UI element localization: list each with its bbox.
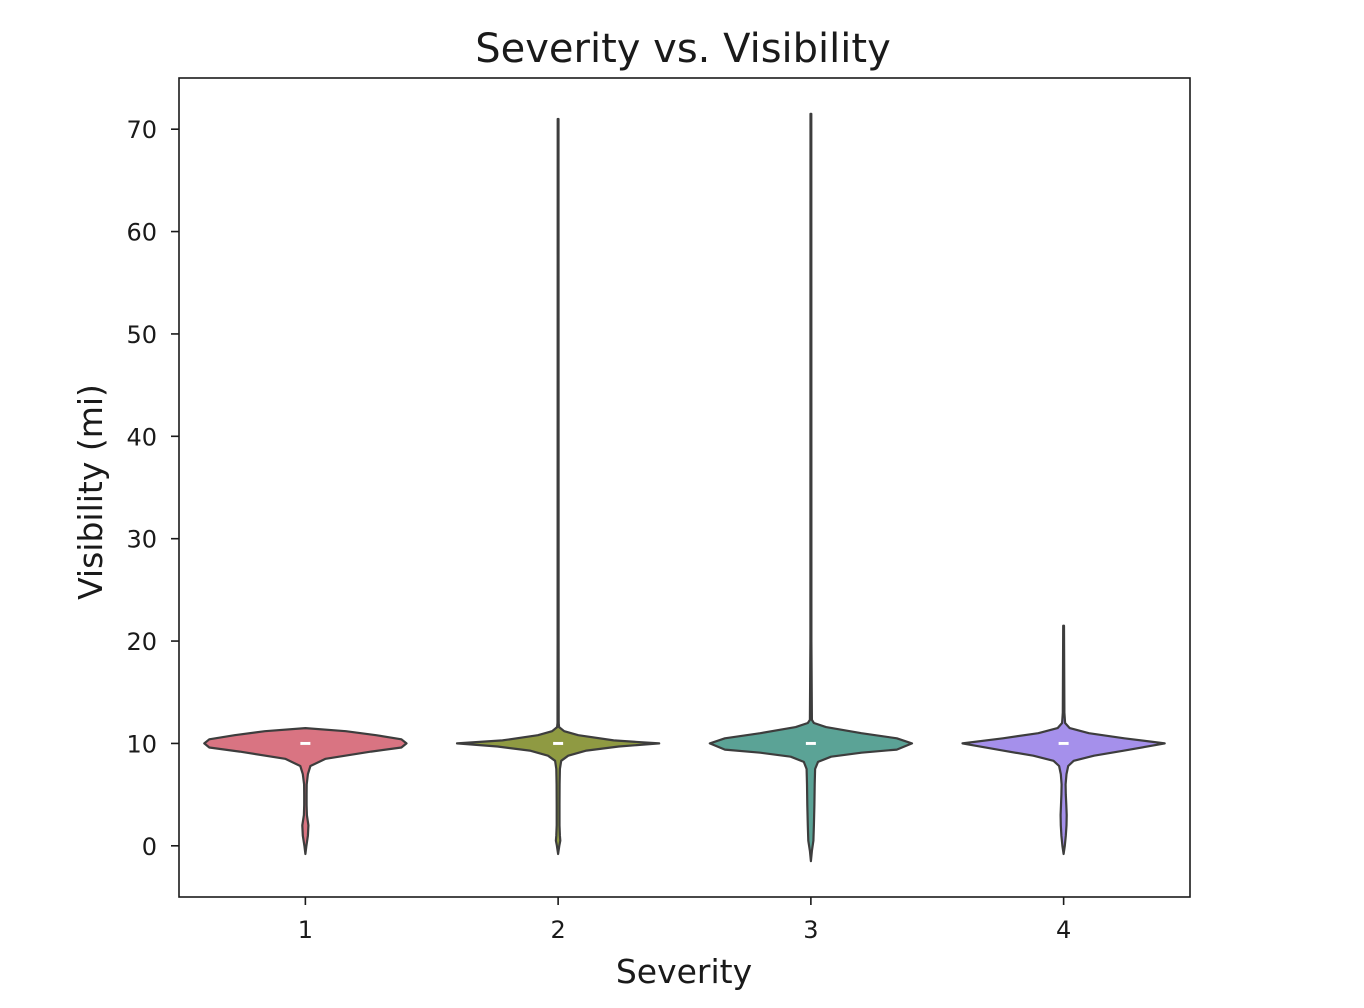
y-tick-label: 30: [126, 526, 157, 554]
violins-layer: [203, 112, 1166, 863]
x-tick-label: 1: [298, 916, 313, 944]
y-tick-label: 10: [126, 730, 157, 758]
x-tick-label: 2: [550, 916, 565, 944]
chart-title: Severity vs. Visibility: [475, 26, 891, 72]
y-tick-label: 0: [142, 833, 157, 861]
y-tick-label: 60: [126, 219, 157, 247]
x-axis: 1 2 3 4: [298, 897, 1071, 944]
y-tick-label: 40: [126, 423, 157, 451]
y-tick-label: 50: [126, 321, 157, 349]
y-tick-label: 20: [126, 628, 157, 656]
y-axis-label: Visibility (mi): [71, 384, 110, 600]
x-tick-label: 4: [1056, 916, 1071, 944]
y-tick-label: 70: [126, 116, 157, 144]
plot-frame: [178, 77, 1191, 898]
violin-body-1: [203, 727, 408, 856]
x-axis-label: Severity: [616, 952, 752, 991]
violin-body-2: [455, 117, 661, 856]
violin-body-4: [961, 624, 1166, 856]
x-tick-label: 3: [803, 916, 818, 944]
violin-body-3: [708, 112, 914, 863]
y-axis: 0 10 20 30 40 50 60 70: [126, 116, 179, 861]
